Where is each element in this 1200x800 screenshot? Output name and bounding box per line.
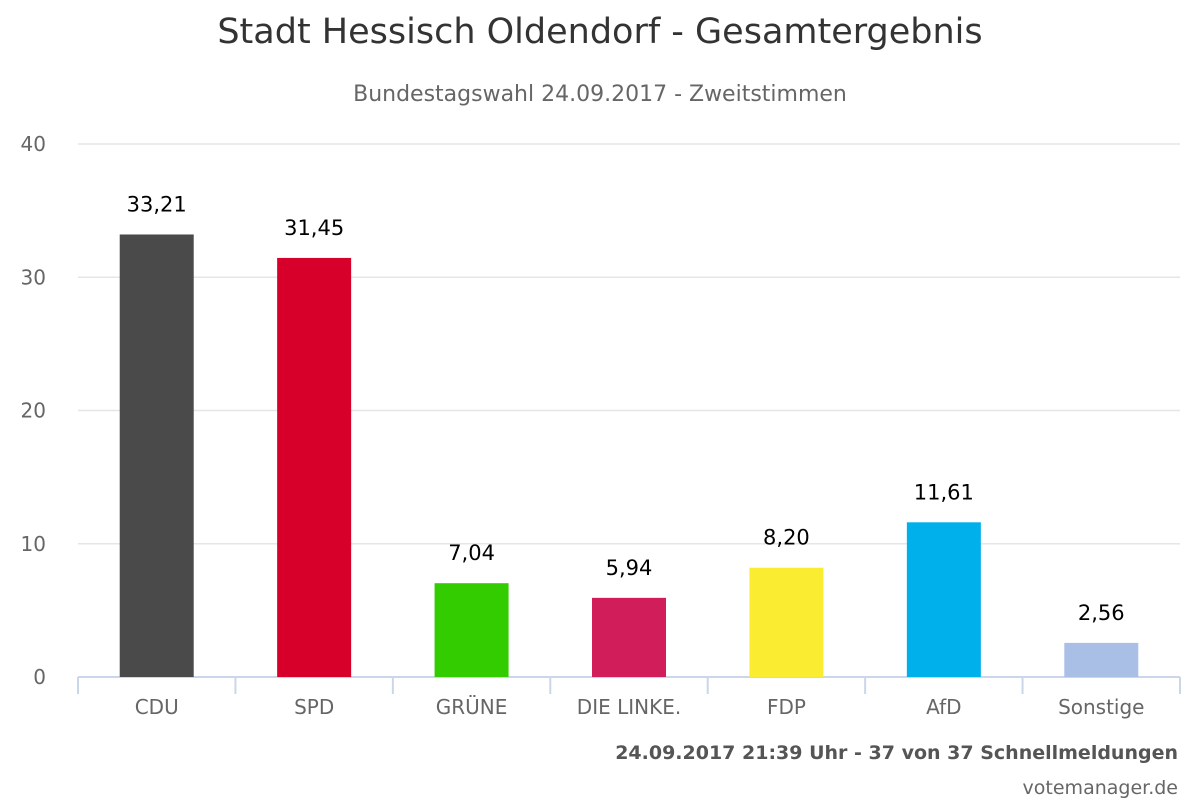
chart-subtitle: Bundestagswahl 24.09.2017 - Zweitstimmen [353,82,847,107]
data-label: 7,04 [448,541,495,565]
bar-cdu[interactable] [119,234,194,677]
chart-title: Stadt Hessisch Oldendorf - Gesamtergebni… [217,12,983,52]
bar-fdp[interactable] [749,567,824,677]
data-label: 31,45 [284,216,344,240]
x-tick-label: GRÜNE [436,695,508,719]
y-tick-label: 10 [21,532,46,556]
data-label: 8,20 [763,526,810,550]
y-tick-label: 20 [21,399,46,423]
data-label: 11,61 [914,480,974,504]
timestamp-footer: 24.09.2017 21:39 Uhr - 37 von 37 Schnell… [615,742,1178,764]
data-label: 5,94 [606,556,653,580]
x-tick-label: CDU [135,695,179,719]
credit-text[interactable]: votemanager.de [1022,777,1178,799]
y-tick-label: 40 [21,132,46,156]
bar-die-linke[interactable] [592,597,666,677]
bar-sonstige[interactable] [1064,642,1139,677]
bar-spd[interactable] [277,257,352,677]
x-tick-label: Sonstige [1058,695,1144,719]
bar-afd[interactable] [906,522,981,677]
y-tick-label: 0 [33,665,46,689]
x-tick-label: DIE LINKE. [577,695,681,719]
data-label: 2,56 [1078,601,1125,625]
x-tick-label: FDP [767,695,806,719]
y-tick-label: 30 [21,265,46,289]
data-label: 33,21 [127,192,187,216]
x-tick-label: SPD [294,695,334,719]
x-tick-label: AfD [926,695,961,719]
bar-grüne[interactable] [434,583,509,677]
